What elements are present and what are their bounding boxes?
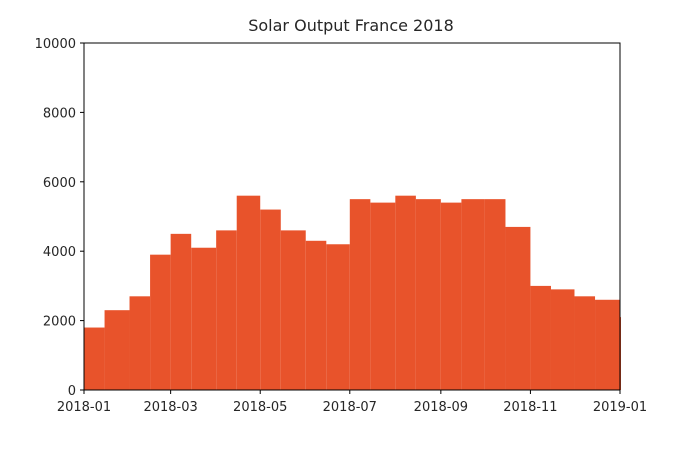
data-bar: [395, 195, 416, 390]
data-bar: [305, 240, 327, 390]
data-bar: [236, 195, 261, 390]
data-bar: [370, 202, 396, 390]
data-bar: [170, 233, 192, 390]
data-bar: [530, 285, 551, 390]
y-tick-label: 6000: [43, 176, 76, 191]
chart-title: Solar Output France 2018: [248, 16, 454, 35]
x-tick-label: 2018-07: [323, 400, 377, 415]
data-bar: [595, 299, 620, 390]
data-bar: [84, 327, 105, 390]
x-tick-label: 2018-11: [503, 400, 557, 415]
data-bar: [349, 199, 371, 390]
data-bar: [104, 310, 130, 390]
y-tick-label: 8000: [43, 106, 76, 121]
data-bar: [150, 254, 171, 390]
data-bar: [505, 226, 531, 390]
data-bar: [129, 296, 151, 390]
data-bar: [216, 230, 237, 390]
data-bar: [280, 230, 306, 390]
data-bar: [415, 199, 441, 390]
data-bar: [191, 247, 217, 390]
data-bar: [326, 244, 350, 390]
y-tick-label: 2000: [43, 315, 76, 330]
x-tick-label: 2018-01: [57, 400, 111, 415]
y-tick-label: 4000: [43, 245, 76, 260]
x-tick-label: 2018-03: [143, 400, 197, 415]
data-bar: [550, 289, 575, 390]
y-tick-label: 10000: [35, 37, 76, 52]
y-tick-label: 0: [68, 384, 76, 399]
data-bars: [84, 195, 621, 390]
x-axis: 2018-01 2018-03 2018-05 2018-07 2018-09 2018-…: [57, 390, 647, 415]
data-bar: [440, 202, 462, 390]
data-bar: [461, 199, 485, 390]
data-bar: [574, 296, 596, 390]
x-tick-label: 2018-09: [414, 400, 468, 415]
x-tick-label: 2018-05: [233, 400, 287, 415]
y-axis: 0 2000 4000 6000 8000 10000: [35, 37, 84, 399]
plot-frame: [83, 42, 621, 391]
x-tick-label: 2019-01: [593, 400, 647, 415]
data-bar: [260, 209, 281, 390]
data-bar: [484, 199, 506, 390]
